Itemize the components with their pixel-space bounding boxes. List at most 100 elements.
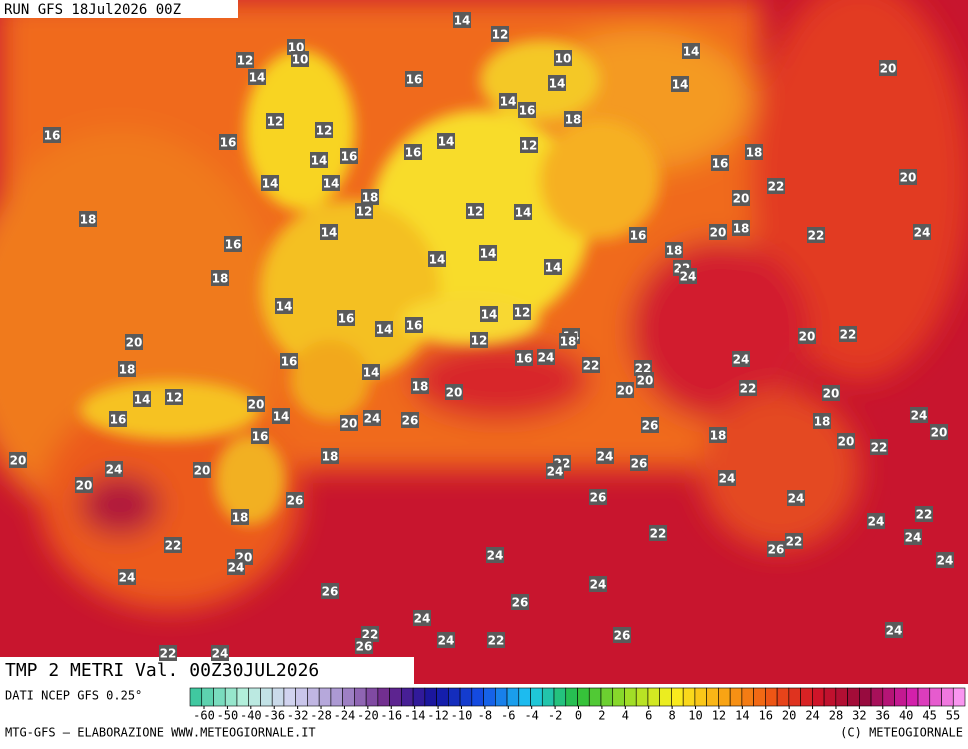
station-label: 16 [224, 236, 242, 252]
label-box [709, 224, 727, 240]
scale-tick-label: 8 [669, 709, 676, 723]
label-box [798, 328, 816, 344]
label-box [445, 384, 463, 400]
label-box [629, 227, 647, 243]
scale-swatch [612, 687, 625, 707]
scale-swatch [553, 687, 567, 707]
station-label: 24 [486, 547, 504, 563]
label-box [636, 372, 654, 388]
station-label: 20 [822, 385, 840, 401]
label-box [375, 321, 393, 337]
label-value: 18 [746, 146, 763, 160]
label-value: 24 [414, 612, 431, 626]
label-value: 10 [292, 53, 309, 67]
label-box [537, 349, 555, 365]
station-label: 14 [480, 306, 498, 322]
label-box [125, 334, 143, 350]
label-box [428, 251, 446, 267]
station-label: 26 [511, 594, 529, 610]
label-value: 22 [488, 634, 505, 648]
label-box [546, 463, 564, 479]
scale-swatch [424, 687, 437, 707]
scale-swatch [882, 687, 895, 707]
station-label: 14 [479, 245, 497, 261]
station-label: 18 [231, 509, 249, 525]
label-box [280, 353, 298, 369]
label-value: 26 [287, 494, 304, 508]
station-label: 18 [79, 211, 97, 227]
label-box [822, 385, 840, 401]
label-box [885, 622, 903, 638]
label-box [709, 427, 727, 443]
station-label: 14 [671, 76, 689, 92]
label-box [315, 122, 333, 138]
scale-swatch [565, 687, 578, 707]
label-value: 24 [886, 624, 903, 638]
station-label: 16 [280, 353, 298, 369]
label-value: 20 [76, 479, 93, 493]
station-label: 20 [879, 60, 897, 76]
scale-tick-label: -28 [310, 709, 332, 723]
label-box [261, 175, 279, 191]
label-box [732, 220, 750, 236]
station-label: 22 [785, 533, 803, 549]
scale-tick-label: -8 [478, 709, 492, 723]
station-label: 12 [470, 332, 488, 348]
scale-swatch [800, 687, 813, 707]
label-box [787, 490, 805, 506]
label-box [813, 413, 831, 429]
label-value: 26 [590, 491, 607, 505]
label-box [266, 113, 284, 129]
label-box [671, 76, 689, 92]
scale-tick-label: -24 [334, 709, 356, 723]
label-box [411, 378, 429, 394]
station-label: 26 [286, 492, 304, 508]
station-label: 26 [321, 583, 339, 599]
label-value: 24 [937, 554, 954, 568]
label-value: 24 [733, 353, 750, 367]
scale-swatch [518, 687, 531, 707]
station-label: 18 [118, 361, 136, 377]
station-label: 14 [320, 224, 338, 240]
label-box [899, 169, 917, 185]
label-value: 20 [931, 426, 948, 440]
station-label: 12 [315, 122, 333, 138]
scale-swatch [635, 687, 649, 707]
scale-tick-label: 32 [852, 709, 866, 723]
scale-swatch [377, 687, 390, 707]
label-box [879, 60, 897, 76]
label-value: 16 [338, 312, 355, 326]
label-box [321, 583, 339, 599]
scale-swatch [459, 687, 473, 707]
label-value: 14 [480, 247, 497, 261]
scale-tick-label: -40 [240, 709, 262, 723]
station-label: 18 [559, 333, 577, 349]
label-value: 26 [642, 419, 659, 433]
station-label: 24 [904, 529, 922, 545]
label-box [159, 645, 177, 661]
station-label: 26 [355, 638, 373, 654]
station-label: 22 [807, 227, 825, 243]
station-label: 18 [564, 111, 582, 127]
label-value: 12 [467, 205, 484, 219]
label-value: 26 [356, 640, 373, 654]
label-box [582, 357, 600, 373]
station-label: 20 [709, 224, 727, 240]
station-label: 18 [665, 242, 683, 258]
label-box [401, 412, 419, 428]
label-value: 12 [166, 391, 183, 405]
footer-right: (C) METEOGIORNALE [840, 726, 963, 740]
scale-swatch [541, 687, 555, 707]
station-label: 24 [718, 470, 736, 486]
scale-swatch [236, 687, 250, 707]
scale-swatch [530, 687, 543, 707]
label-box [405, 317, 423, 333]
scale-swatch [741, 687, 754, 707]
station-label: 16 [251, 428, 269, 444]
station-label: 16 [629, 227, 647, 243]
scale-tick-label: 12 [712, 709, 726, 723]
station-label: 24 [363, 410, 381, 426]
label-value: 24 [364, 412, 381, 426]
label-value: 24 [914, 226, 931, 240]
